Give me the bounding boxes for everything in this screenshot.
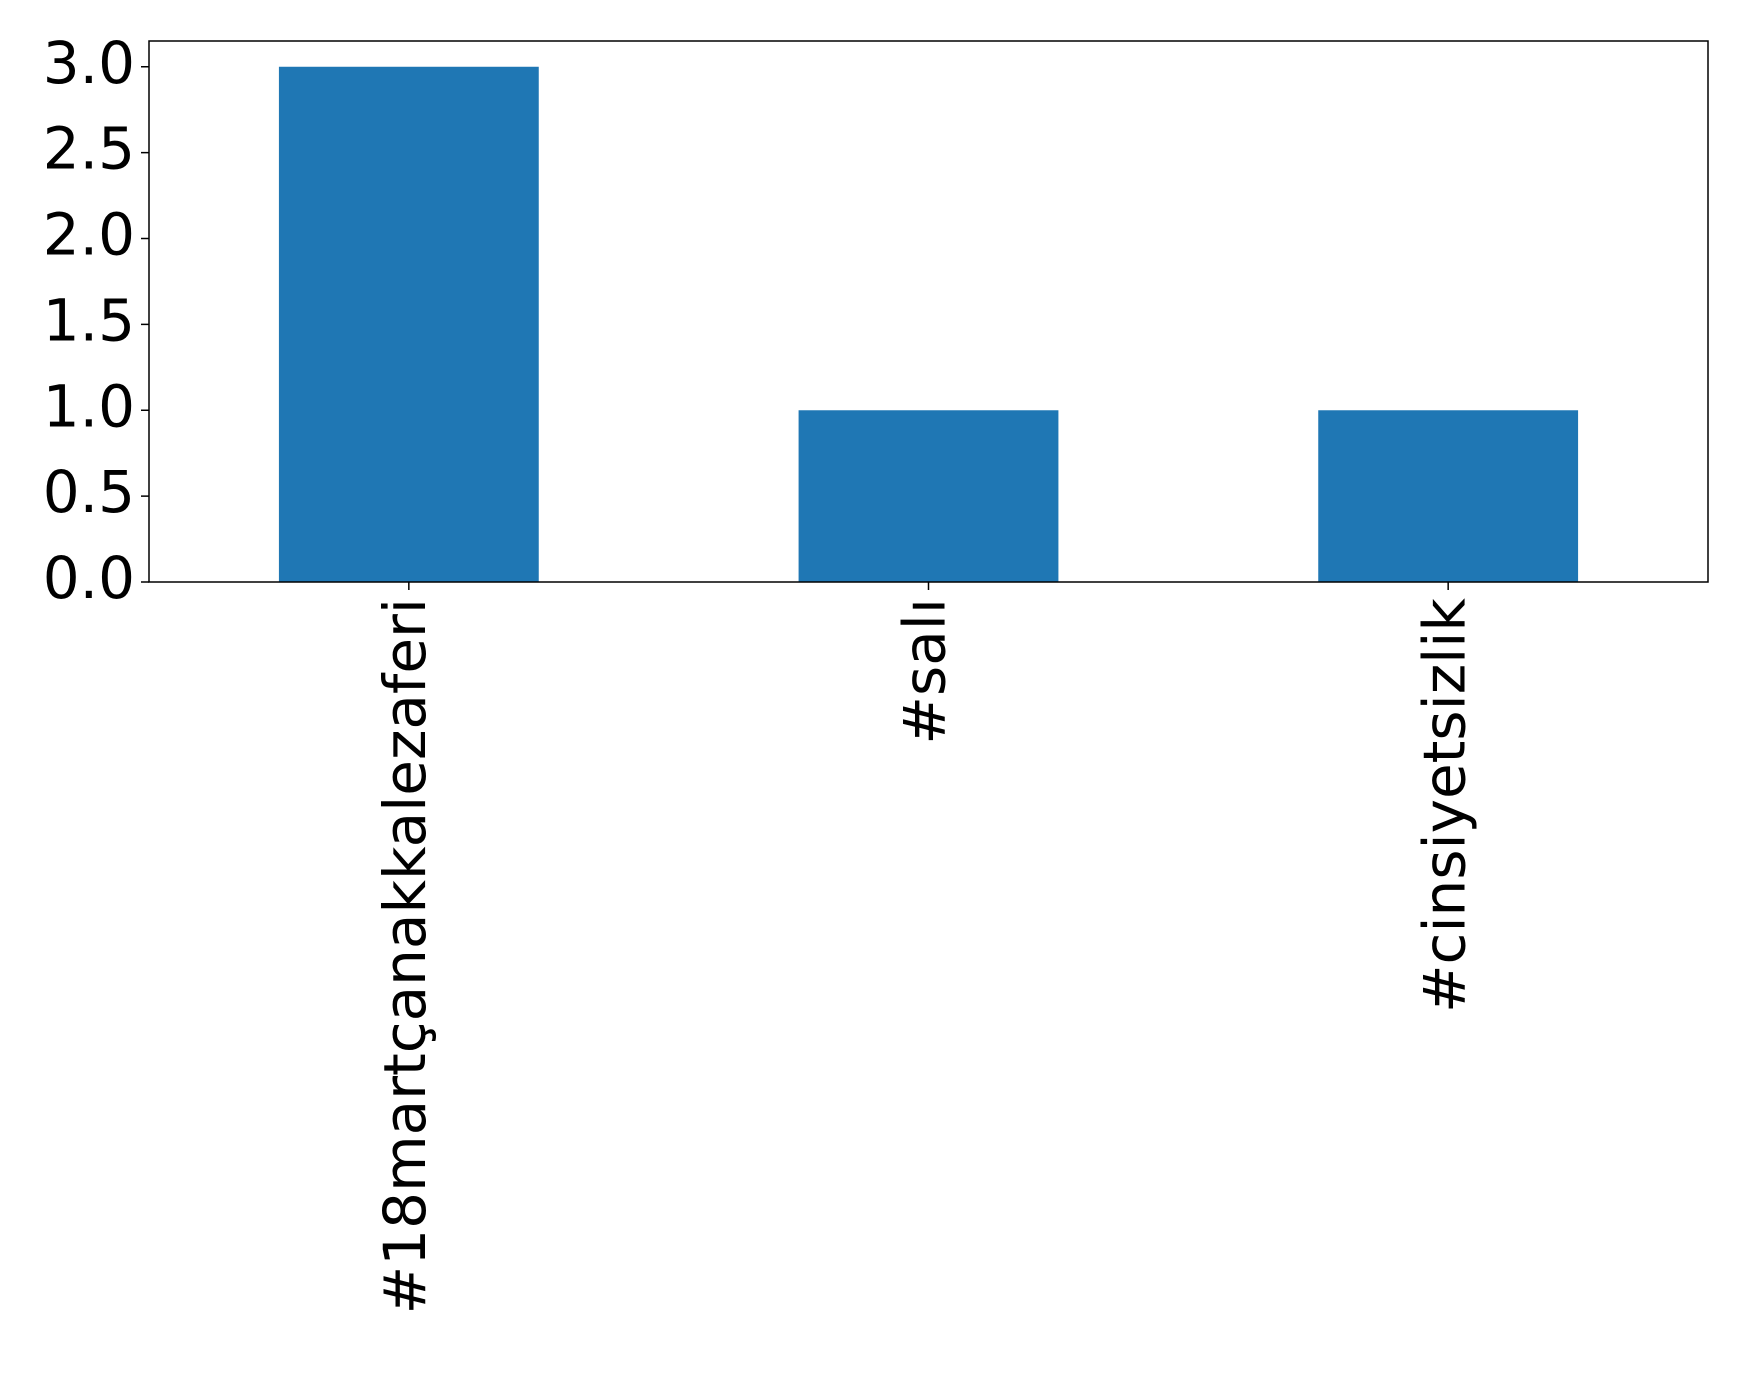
y-tick-label: 0.5: [43, 458, 135, 526]
x-tick-label: #salı: [891, 598, 959, 745]
y-tick-label: 0.0: [43, 544, 135, 612]
y-tick-label: 3.0: [43, 29, 135, 97]
bar: [1318, 410, 1579, 582]
plot-frame: [148, 40, 1709, 583]
bar: [798, 410, 1059, 582]
x-tick-label: #cinsiyetsizlik: [1410, 598, 1478, 1013]
x-tick-label: #18martçanakkalezaferi: [371, 598, 439, 1314]
y-tick-label: 1.0: [43, 372, 135, 440]
y-tick-label: 2.5: [43, 115, 135, 183]
y-tick-label: 1.5: [43, 286, 135, 354]
y-tick-label: 2.0: [43, 201, 135, 269]
bar: [278, 66, 539, 582]
